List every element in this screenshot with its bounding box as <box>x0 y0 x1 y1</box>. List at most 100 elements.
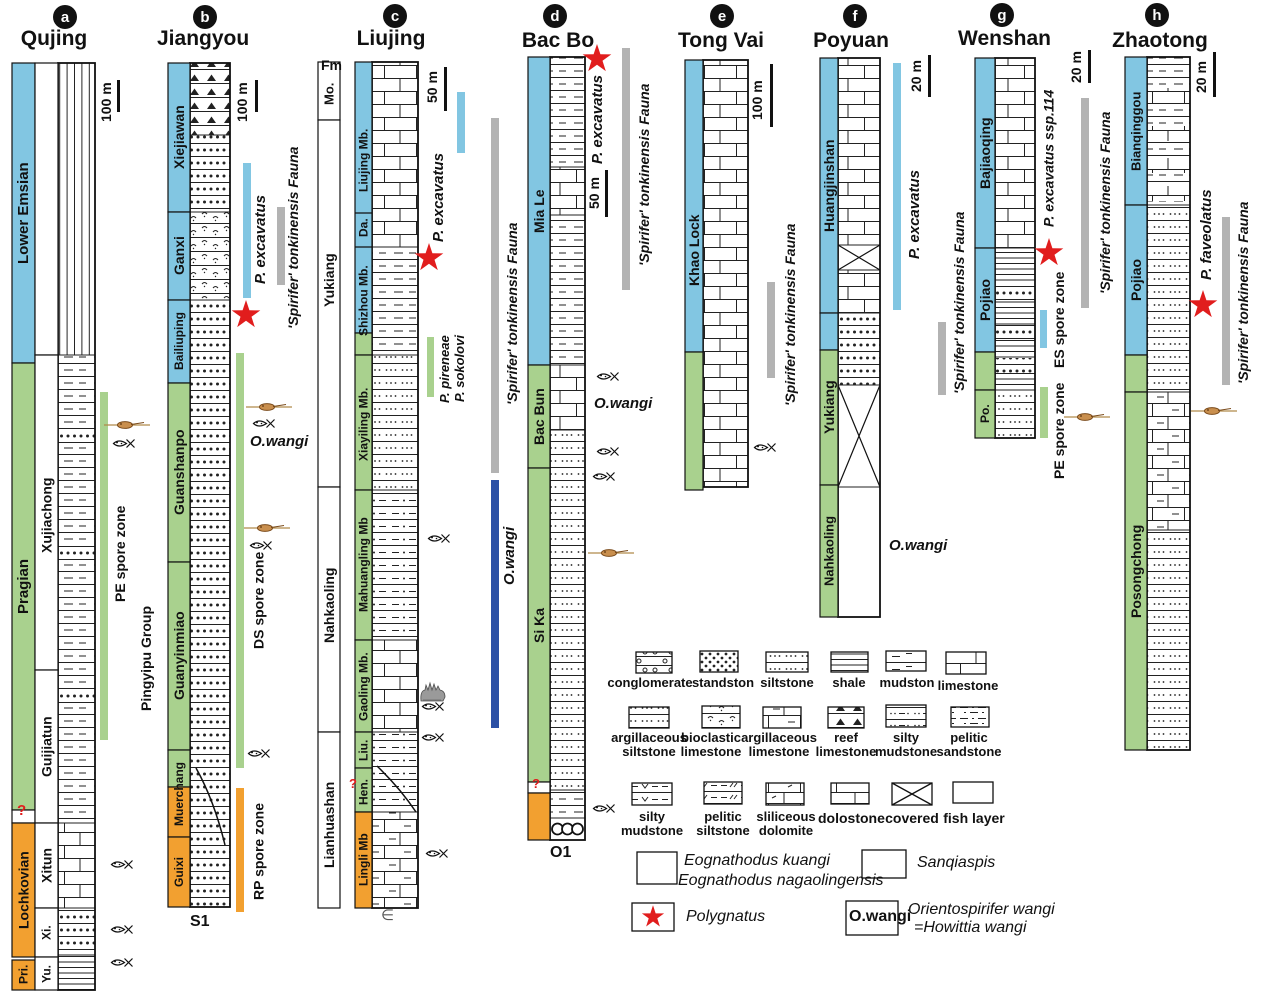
mb-da: Da. <box>356 218 371 238</box>
fm-xi: Xi. <box>39 925 54 940</box>
legend-eognathodus-kuangi: Eognathodus kuangi <box>684 852 830 869</box>
column-e-lithology <box>702 59 749 488</box>
eognathodus-legend-box <box>636 851 678 885</box>
legend-argillaceous-siltstone: argillaceous siltstone <box>611 730 687 760</box>
column-c-strips <box>317 61 373 909</box>
column-b-strips <box>167 62 191 908</box>
panel-b-title: Jiangyou <box>157 27 250 50</box>
pingyipu-group-label: Pingyipu Group <box>138 606 154 712</box>
fish-icon <box>427 533 451 544</box>
spirifer-bar-e <box>767 282 775 378</box>
column-h-lithology <box>1146 56 1191 751</box>
owangi-label-c: O.wangi <box>501 526 518 586</box>
p-excavatus-ssp-label: P. excavatus ssp.114 <box>1040 89 1057 228</box>
swatch-standston <box>699 650 739 673</box>
fm-bianqinggou: Bianqinggou <box>1128 91 1144 171</box>
scale-bar-h <box>1213 52 1216 97</box>
fm-guijiatun: Guijiatun <box>38 716 55 777</box>
column-f-strips <box>819 57 839 618</box>
panel-g-title: Wenshan <box>958 27 1051 50</box>
mb-shizhou: Shizhou Mb. <box>356 265 371 337</box>
scale-bar-a <box>117 80 120 112</box>
sanqiaspis-icon <box>1063 413 1111 421</box>
blue-bar-c <box>457 92 465 153</box>
fm-khao-lock: Khao Lock <box>686 214 702 286</box>
panel-a-title: Qujing <box>20 27 88 50</box>
spirifer-bar-c <box>491 118 499 473</box>
query-mark-c: ? <box>349 776 357 791</box>
column-a-lithology <box>57 62 96 991</box>
legend-bioclastic-limestone: bioclastic limestone <box>680 730 742 760</box>
fish-icon <box>596 371 620 382</box>
mb-xiayiling: Xiayiling Mb. <box>356 387 371 461</box>
legend-covered: covered <box>885 810 939 826</box>
panel-f-letter: f <box>843 4 867 28</box>
swatch-silty-mudstone-b <box>631 782 673 806</box>
legend-eognathodus-nagaolingensis: Eognathodus nagaolingensis <box>678 872 884 889</box>
sanqiaspis-icon <box>103 421 151 429</box>
column-e-strips <box>684 59 704 491</box>
es-spore-bar-g <box>1040 310 1047 348</box>
legend-howittia: =Howittia wangi <box>914 919 1027 936</box>
panel-g-letter: g <box>990 3 1014 27</box>
pe-spore-bar-a <box>100 392 108 740</box>
fish-icon <box>421 701 445 712</box>
legend-owangi-box-label: O.wangi <box>849 908 912 925</box>
fish-icon <box>110 859 134 870</box>
stage-lochkovian: Lochkovian <box>15 851 32 929</box>
legend-siltstone: siltstone <box>760 675 814 690</box>
s1-label: S1 <box>190 913 210 930</box>
mb-liujing: Liujing Mb. <box>356 128 371 192</box>
p-faveolatus-label: P. faveolatus <box>1198 189 1215 281</box>
legend-mudston: mudston <box>879 675 935 690</box>
column-b-lithology <box>189 62 231 908</box>
polygnatus-star-b <box>231 300 261 328</box>
column-g-strips <box>974 57 996 439</box>
swatch-mudston <box>885 650 927 672</box>
polygnatus-star-h <box>1188 290 1218 318</box>
column-a-strips <box>11 62 59 991</box>
stage-lower-emsian: Lower Emsian <box>15 162 32 264</box>
fish-icon <box>112 438 136 449</box>
legend-silty-mudstone-b: silty mudstone <box>620 809 684 839</box>
fm-pojiao-g: Pojiao <box>977 279 993 322</box>
rp-spore-zone-label: RP spore zone <box>250 803 267 901</box>
p-excavatus-label-b: P. excavatus <box>252 195 269 285</box>
panel-c-letter: c <box>383 4 407 28</box>
fish-icon <box>421 732 445 743</box>
p-excavatus-bar-b <box>243 163 251 298</box>
scale-label-c: 50 m <box>424 71 440 103</box>
legend-silty-mudstone-a: silty mudstone <box>874 730 938 760</box>
swatch-shale <box>830 651 869 673</box>
fm-bac-bun: Bac Bun <box>531 388 547 445</box>
legend-sliliceous-dolomite: sliliceous dolomite <box>756 809 816 839</box>
legend-dolostone: dolostone <box>818 810 885 826</box>
pe-spore-zone-label-g: PE spore zone <box>1051 382 1067 480</box>
swatch-argillaceous-siltstone <box>628 706 670 729</box>
fish-icon <box>110 957 134 968</box>
fm-yukiang-f: Yukiang <box>821 380 837 435</box>
fish-icon <box>753 442 777 453</box>
column-g-lithology <box>994 57 1036 439</box>
swatch-silty-mudstone-a <box>885 704 927 728</box>
mb-gaoling: Gaoling Mb. <box>356 652 371 721</box>
sanqiaspis-icon <box>1190 407 1238 415</box>
p-excavatus-label-d: P. excavatus <box>589 75 606 165</box>
spirifer-bar-d <box>622 48 630 290</box>
eognathodus-icon <box>420 682 446 702</box>
legend-standston: standston <box>691 675 755 690</box>
owangi-label-d: O.wangi <box>594 395 653 412</box>
mb-mahuangling: Mahuangling Mb <box>356 517 371 613</box>
mb-hen: Hen. <box>356 779 371 806</box>
stage-pragian: Pragian <box>15 558 32 615</box>
fm-mia-le: Mia Le <box>531 189 547 233</box>
fm-xitun: Xitun <box>38 848 55 883</box>
scale-label-b: 100 m <box>234 82 250 122</box>
scale-label-d: 50 m <box>586 177 602 210</box>
fish-icon <box>592 803 616 814</box>
panel-f-title: Poyuan <box>813 29 889 52</box>
scale-label-f: 20 m <box>908 60 924 92</box>
panel-d-title: Bac Bo <box>521 29 595 52</box>
rp-spore-bar-b <box>236 788 244 912</box>
